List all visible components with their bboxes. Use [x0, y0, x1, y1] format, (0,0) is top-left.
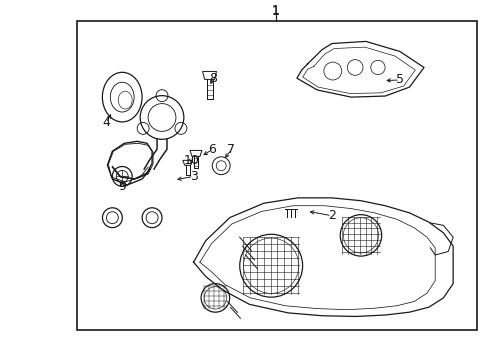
Text: 7: 7	[227, 143, 235, 156]
Text: 8: 8	[208, 72, 217, 85]
Text: 10: 10	[183, 154, 199, 167]
Text: 6: 6	[207, 143, 216, 156]
Text: 1: 1	[271, 5, 280, 18]
Bar	[77, 21, 476, 330]
Text: 2: 2	[327, 209, 335, 222]
Text: 1: 1	[271, 4, 280, 17]
Text: 5: 5	[395, 73, 403, 86]
Text: 4: 4	[102, 116, 110, 129]
Text: 9: 9	[118, 180, 126, 193]
Text: 3: 3	[189, 170, 197, 183]
